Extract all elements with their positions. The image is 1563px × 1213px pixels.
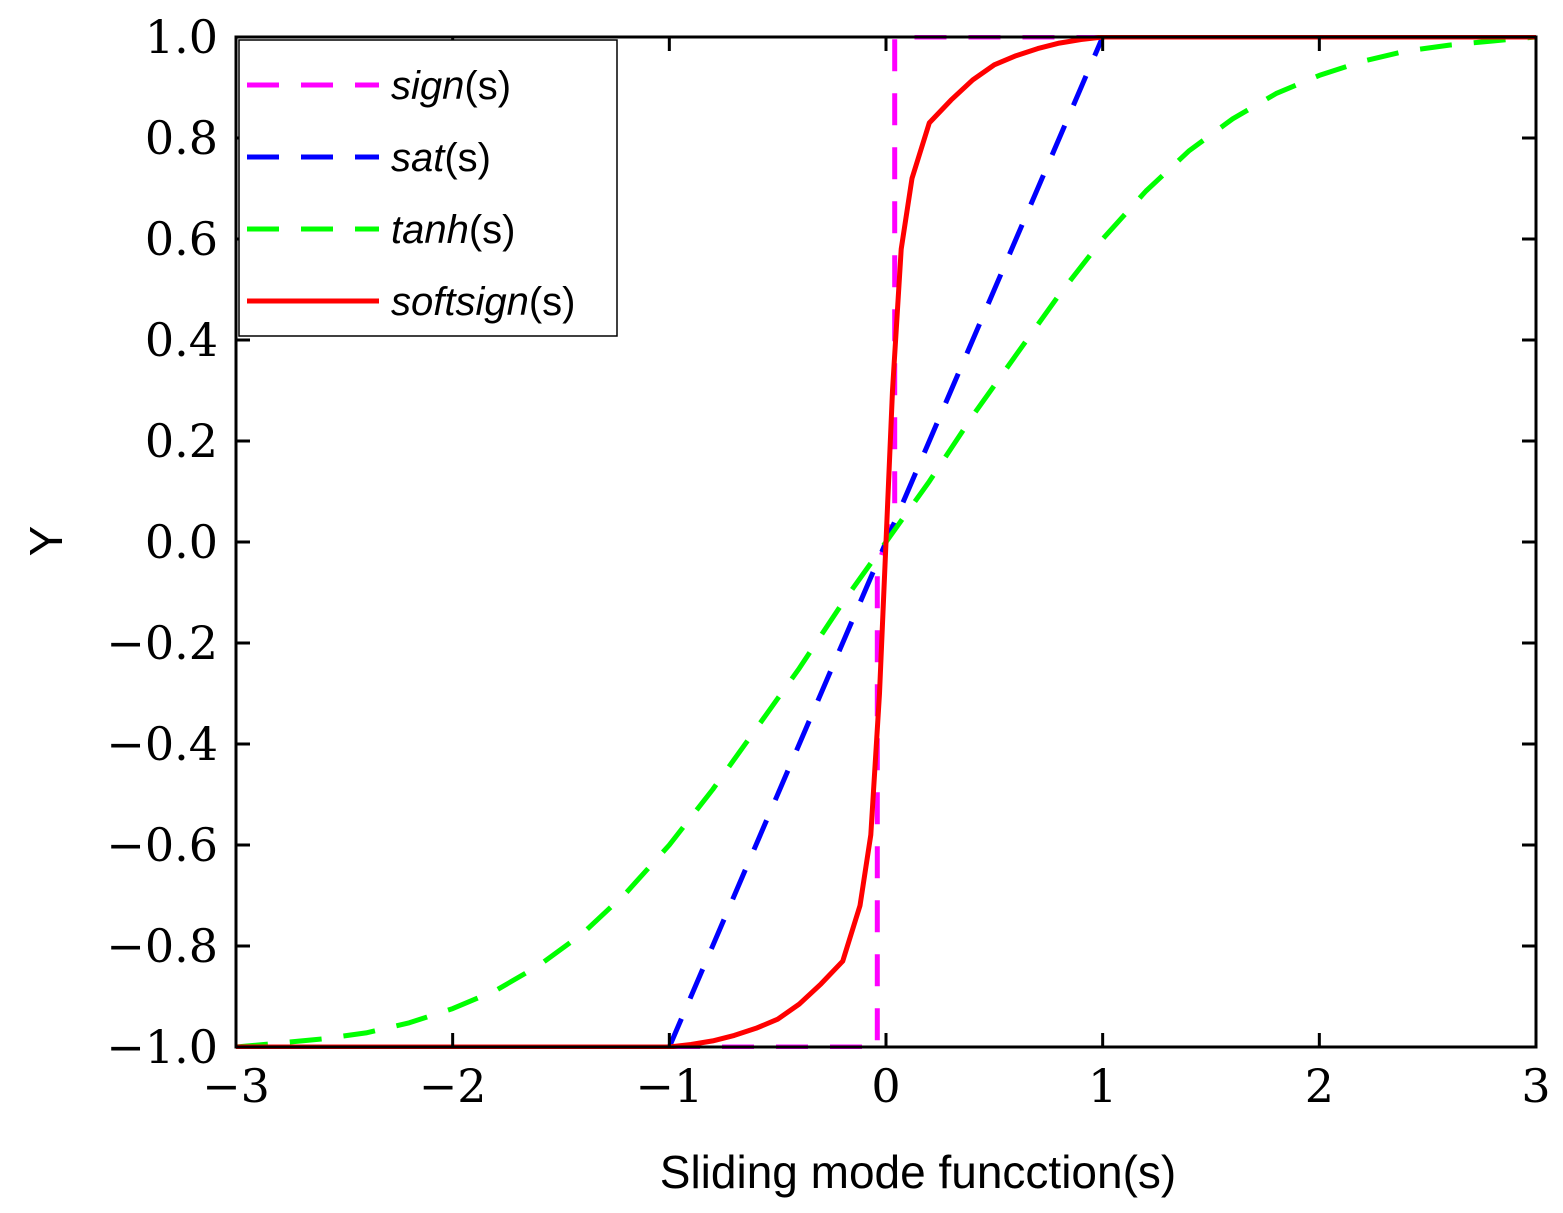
legend-box: [238, 39, 618, 337]
x-tick-label: −1: [635, 1059, 703, 1113]
y-tick-label: 0.6: [145, 212, 218, 266]
y-tick-label: 0.2: [145, 414, 218, 468]
plot-frame: [234, 35, 1538, 1049]
legend-label-sign: sign(s): [391, 64, 511, 108]
y-tick-label: 0.0: [145, 515, 218, 569]
x-tick-label: 0: [871, 1059, 900, 1113]
y-axis-title: Y: [20, 526, 72, 557]
legend-label-softsign: softsign(s): [391, 280, 576, 324]
y-tick-label: 0.8: [145, 111, 218, 165]
x-tick-label: 2: [1305, 1059, 1334, 1113]
x-tick-label: 3: [1521, 1059, 1550, 1113]
legend-label-sat: sat(s): [391, 136, 491, 180]
x-tick-label: −3: [202, 1059, 270, 1113]
y-tick-label: −0.4: [106, 717, 218, 771]
ticks-layer: −3 −2 −1 0 1 2 3 1.0 0.8 0.6 0.4 0.2 0.0 −0.2 −0.4 −0.6…: [106, 10, 1550, 1113]
y-tick-label: −0.6: [106, 818, 218, 872]
y-tick-label: −1.0: [106, 1020, 218, 1074]
x-tick-label: −2: [419, 1059, 487, 1113]
legend: sign(s) sat(s) tanh(s) softsign(s): [238, 39, 618, 337]
x-axis-title: Sliding mode funcction(s): [660, 1146, 1176, 1198]
y-tick-label: 0.4: [145, 313, 218, 367]
series-line-softsign: [236, 35, 1536, 1049]
y-tick-label: −0.2: [106, 616, 218, 670]
y-tick-label: −0.8: [106, 919, 218, 973]
x-tick-label: 1: [1088, 1059, 1117, 1113]
y-tick-label: 1.0: [145, 10, 218, 64]
legend-label-tanh: tanh(s): [391, 208, 516, 252]
